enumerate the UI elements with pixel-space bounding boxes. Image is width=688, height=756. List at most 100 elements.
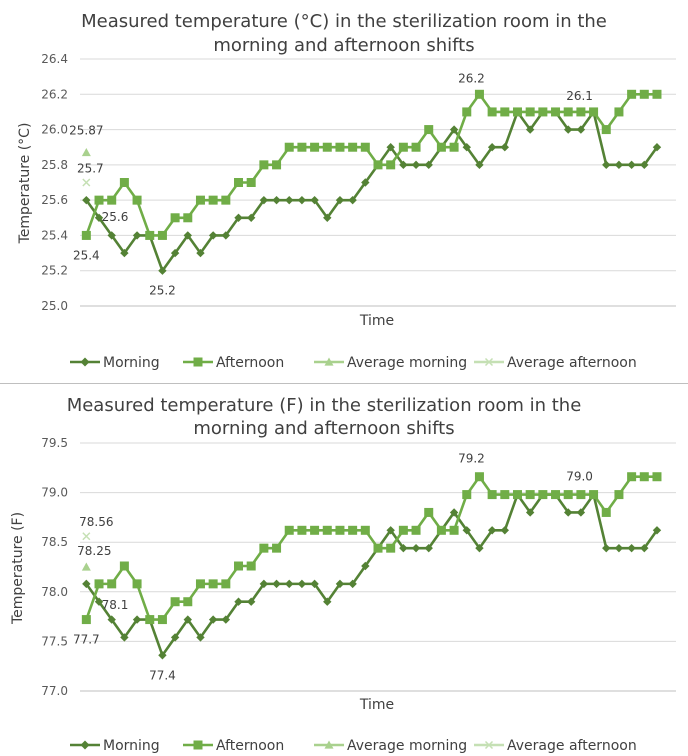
series-line-morning — [85, 493, 659, 657]
x-axis-title: Time — [359, 313, 394, 329]
legend-item-morning: Morning — [70, 738, 160, 754]
data-point-afternoon — [234, 561, 244, 571]
y-tick-label: 79.0 — [41, 486, 68, 500]
data-point-afternoon — [563, 107, 573, 117]
data-point-morning — [120, 248, 129, 258]
chart-title-line1: Measured temperature (°C) in the sterili… — [81, 11, 607, 32]
data-point-morning — [614, 160, 624, 170]
y-axis-title: Temperature (°C) — [17, 123, 33, 245]
data-point-afternoon — [627, 472, 637, 482]
data-point-afternoon — [398, 142, 408, 152]
data-point-morning — [82, 579, 91, 589]
data-label: 79.0 — [566, 470, 593, 484]
data-point-morning — [234, 597, 243, 606]
data-point-afternoon — [322, 525, 332, 535]
data-point-morning — [297, 195, 307, 205]
data-point-morning — [170, 248, 180, 258]
data-point-afternoon — [398, 525, 408, 535]
data-point-afternoon — [424, 125, 434, 135]
data-point-afternoon — [639, 472, 649, 482]
data-point-average-morning — [81, 148, 91, 157]
y-tick-label: 78.0 — [41, 585, 68, 599]
data-point-afternoon — [525, 107, 535, 117]
legend-label-afternoon: Afternoon — [216, 355, 284, 371]
legend-marker-afternoon — [193, 357, 203, 367]
data-label: 25.2 — [149, 284, 176, 298]
data-point-afternoon — [462, 490, 472, 500]
data-point-morning — [208, 231, 218, 240]
y-tick-labels: 25.0 25.2 25.4 25.6 25.8 26.0 26.2 26.4 — [41, 52, 68, 313]
data-label: 26.2 — [458, 71, 485, 85]
y-tick-label: 25.0 — [41, 299, 68, 313]
legend-marker-average-morning — [324, 740, 334, 749]
data-label: 77.4 — [149, 668, 176, 682]
legend-marker-average-afternoon — [484, 740, 494, 750]
y-tick-labels: 77.0 77.5 78.0 78.5 79.0 79.5 — [41, 436, 68, 698]
data-point-afternoon — [157, 615, 167, 625]
data-point-afternoon — [652, 89, 662, 99]
series-morning — [82, 490, 662, 660]
legend-marker-morning — [80, 357, 90, 367]
data-point-morning — [259, 195, 269, 205]
data-point-afternoon — [81, 615, 91, 625]
data-point-afternoon — [310, 525, 320, 535]
data-point-afternoon — [348, 525, 358, 535]
data-point-morning — [386, 143, 395, 152]
legend-marker-afternoon — [193, 740, 203, 750]
data-point-afternoon — [551, 490, 561, 500]
data-point-afternoon — [284, 142, 294, 152]
data-point-afternoon — [576, 490, 586, 500]
data-point-afternoon — [107, 195, 117, 205]
legend-item-average-morning: Average morning — [314, 355, 467, 371]
data-label: 25.4 — [73, 248, 100, 262]
data-point-afternoon — [500, 490, 510, 500]
legend-marker-average-morning — [324, 357, 334, 366]
data-point-afternoon — [360, 142, 370, 152]
data-point-afternoon — [500, 107, 510, 117]
data-point-morning — [132, 231, 142, 240]
data-point-morning — [272, 579, 281, 589]
data-point-afternoon — [119, 178, 129, 187]
data-point-afternoon — [512, 107, 522, 117]
data-point-afternoon — [601, 507, 611, 517]
data-point-afternoon — [246, 178, 256, 187]
data-point-morning — [285, 195, 294, 205]
legend-item-average-afternoon: Average afternoon — [474, 355, 637, 371]
legend-label-average-morning: Average morning — [347, 355, 467, 371]
data-point-afternoon — [538, 490, 548, 500]
data-point-afternoon — [411, 525, 421, 535]
legend-item-afternoon: Afternoon — [183, 355, 284, 371]
series-layer — [81, 89, 662, 275]
data-point-afternoon — [348, 142, 358, 152]
data-point-morning — [602, 543, 611, 553]
data-point-afternoon — [614, 490, 624, 500]
legend-label-morning: Morning — [103, 355, 160, 371]
series-layer — [81, 472, 662, 660]
fahrenheit-temperature-chart: Measured temperature (F) in the steriliz… — [10, 395, 676, 754]
data-point-morning — [234, 213, 243, 222]
data-point-afternoon — [132, 579, 142, 589]
data-point-morning — [614, 543, 624, 553]
data-label: 25.87 — [69, 124, 103, 138]
data-point-afternoon — [170, 213, 180, 223]
data-point-afternoon — [589, 490, 599, 500]
data-point-afternoon — [132, 195, 142, 205]
y-axis-title: Temperature (F) — [10, 512, 26, 625]
data-point-afternoon — [449, 142, 459, 152]
y-tick-label: 78.5 — [41, 535, 68, 549]
data-point-afternoon — [145, 230, 155, 240]
data-label: 78.25 — [77, 544, 111, 558]
data-point-morning — [627, 543, 636, 553]
data-point-morning — [449, 125, 459, 134]
data-point-afternoon — [119, 561, 129, 571]
data-point-morning — [285, 579, 294, 589]
data-point-afternoon — [474, 472, 484, 482]
y-tick-label: 77.0 — [41, 684, 68, 698]
gridlines — [80, 442, 676, 692]
data-label: 26.1 — [566, 89, 593, 103]
data-point-morning — [335, 195, 345, 205]
data-point-afternoon — [436, 525, 446, 535]
legend-label-average-afternoon: Average afternoon — [507, 738, 637, 754]
data-point-afternoon — [322, 142, 332, 152]
data-point-afternoon — [310, 142, 320, 152]
